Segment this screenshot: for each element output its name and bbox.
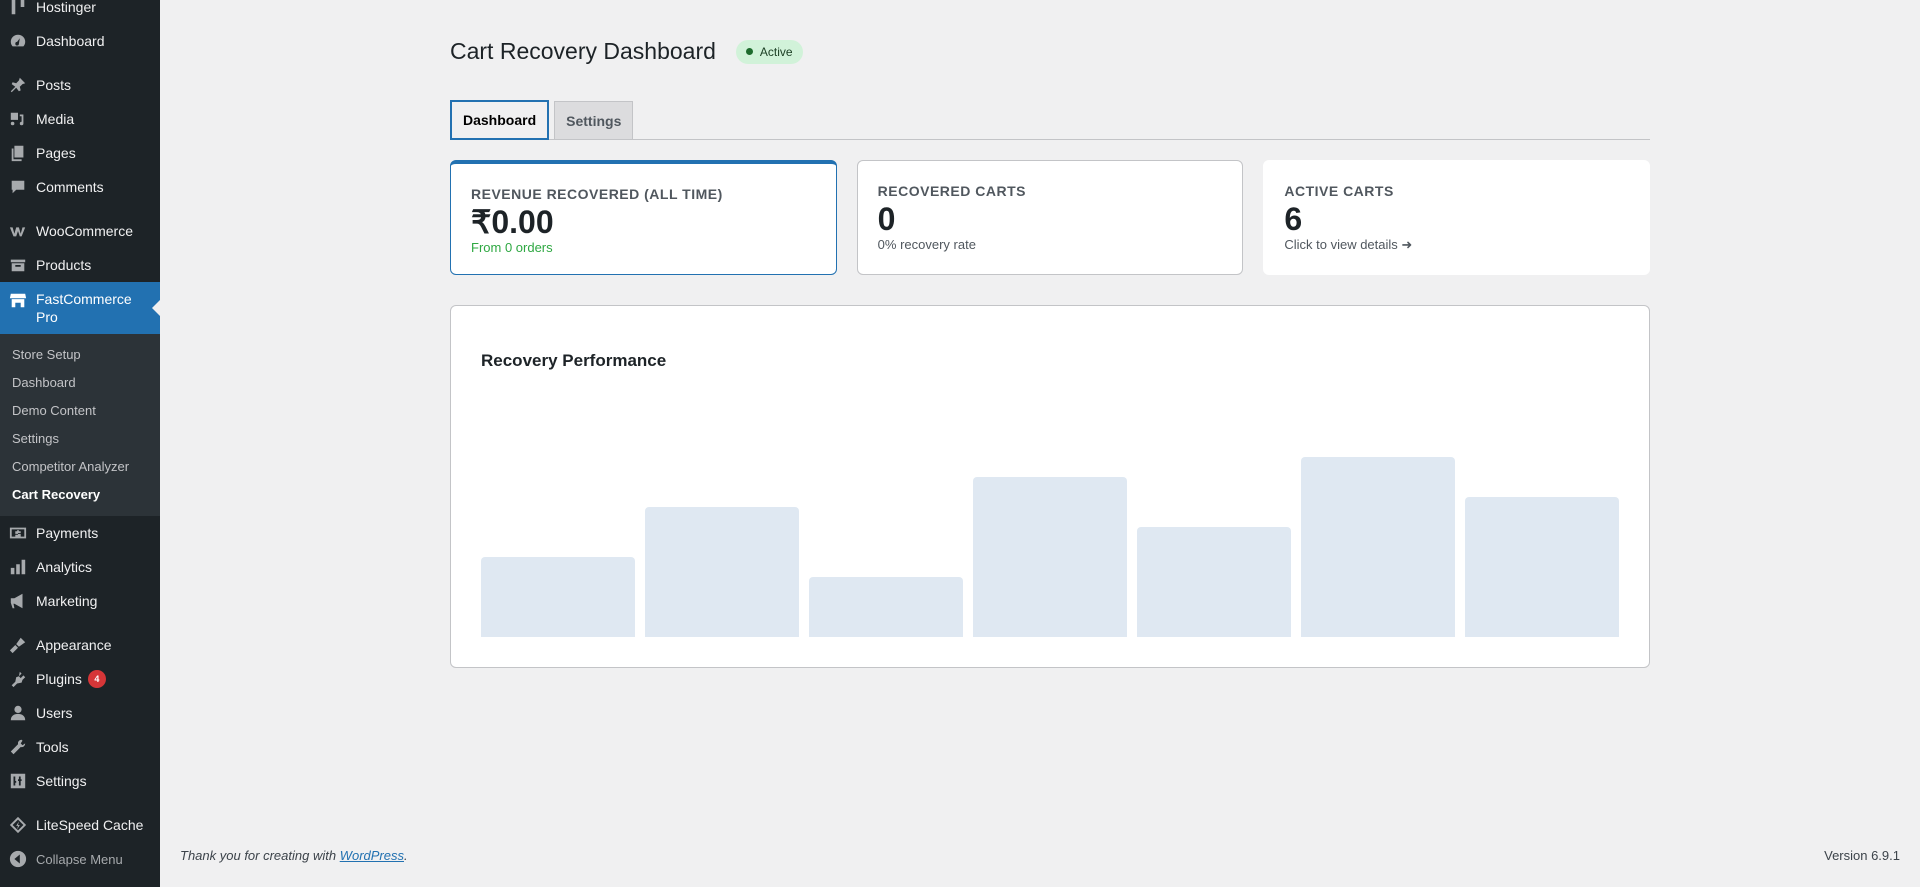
card-label: ACTIVE CARTS [1284,183,1394,199]
sidebar-item-woocommerce[interactable]: WooCommerce [0,214,160,248]
version-label: Version 6.9.1 [1824,848,1900,863]
bar-chart-icon [8,557,28,577]
submenu-dashboard[interactable]: Dashboard [12,375,76,390]
sidebar-item-appearance[interactable]: Appearance [0,628,160,662]
card-subtext: From 0 orders [471,240,553,255]
collapse-menu-button[interactable]: Collapse Menu [0,842,160,876]
card-value: 6 [1284,201,1303,237]
menu-separator [0,58,160,68]
submenu-demo-content[interactable]: Demo Content [12,403,96,418]
sidebar-item-tools[interactable]: Tools [0,730,160,764]
chart-bar [973,477,1127,637]
plugins-update-badge: 4 [87,670,106,688]
pin-icon [8,75,28,95]
chart-bar [1301,457,1455,637]
menu-separator [0,204,160,214]
sidebar-item-comments[interactable]: Comments [0,170,160,204]
status-label: Active [759,44,793,59]
card-value: 0 [877,201,896,237]
page-header: Cart Recovery Dashboard Active [450,38,803,65]
brush-icon [8,635,28,655]
submenu-cart-recovery[interactable]: Cart Recovery [12,487,101,502]
chart-bar [481,557,635,637]
active-carts-card[interactable]: ACTIVE CARTS 6 Click to view details ➜ [1263,160,1651,275]
submenu-settings[interactable]: Settings [12,431,59,446]
submenu-competitor-analyzer[interactable]: Competitor Analyzer [12,459,130,474]
card-label: REVENUE RECOVERED (ALL TIME) [471,186,723,202]
chart-bar [645,507,799,637]
menu-separator [0,798,160,808]
sidebar-item-marketing[interactable]: Marketing [0,584,160,618]
revenue-recovered-card[interactable]: REVENUE RECOVERED (ALL TIME) ₹0.00 From … [450,160,837,275]
sidebar-item-users[interactable]: Users [0,696,160,730]
media-icon [8,109,28,129]
menu-separator [0,618,160,628]
view-details-link[interactable]: Click to view details ➜ [1284,237,1413,252]
plug-icon [8,669,28,689]
sidebar-item-plugins[interactable]: Plugins 4 [0,662,160,696]
sidebar-item-analytics[interactable]: Analytics [0,550,160,584]
status-badge: Active [735,39,803,64]
tab-settings[interactable]: Settings [554,101,634,139]
dashboard-icon [8,31,28,51]
recovered-carts-card[interactable]: RECOVERED CARTS 0 0% recovery rate [856,160,1244,275]
chart-bar [1137,527,1291,637]
sliders-icon [8,771,28,791]
page-title: Cart Recovery Dashboard [450,38,716,64]
collapse-icon [8,849,28,869]
pages-icon [8,143,28,163]
chart-bar [1465,497,1619,637]
chart-bar [809,577,963,637]
sidebar-item-settings[interactable]: Settings [0,764,160,798]
sidebar-item-payments[interactable]: Payments [0,516,160,550]
archive-icon [8,255,28,275]
footer-credit: Thank you for creating with WordPress. [180,848,408,863]
sidebar-item-fastcommerce-pro[interactable]: FastCommerce Pro [0,282,160,334]
card-value: ₹0.00 [471,204,554,240]
comment-icon [8,177,28,197]
submenu-store-setup[interactable]: Store Setup [12,347,81,362]
sidebar-item-pages[interactable]: Pages [0,136,160,170]
tab-dashboard[interactable]: Dashboard [450,100,550,140]
store-icon [8,290,28,310]
recovery-performance-chart: Recovery Performance [450,305,1650,668]
sidebar-item-products[interactable]: Products [0,248,160,282]
sidebar-item-litespeed-cache[interactable]: LiteSpeed Cache [0,808,160,842]
wrench-icon [8,737,28,757]
card-subtext: 0% recovery rate [877,237,976,252]
dollar-icon [8,523,28,543]
woocommerce-icon [8,221,28,241]
sidebar-item-posts[interactable]: Posts [0,68,160,102]
chart-bars [481,437,1619,637]
user-icon [8,703,28,723]
main-content: Cart Recovery Dashboard Active Dashboard… [160,0,1920,887]
admin-sidebar: Hostinger Dashboard Posts Media Pages Co… [0,0,160,887]
tab-bar: Dashboard Settings [450,100,1650,140]
megaphone-icon [8,591,28,611]
wordpress-link[interactable]: WordPress [339,848,404,863]
fastcommerce-submenu: Store Setup Dashboard Demo Content Setti… [0,334,160,516]
sidebar-item-media[interactable]: Media [0,102,160,136]
stat-cards: REVENUE RECOVERED (ALL TIME) ₹0.00 From … [450,160,1651,275]
hostinger-icon [8,0,28,17]
status-dot-icon [745,48,753,55]
chart-title: Recovery Performance [481,351,667,370]
litespeed-icon [8,815,28,835]
card-label: RECOVERED CARTS [877,183,1026,199]
sidebar-item-dashboard[interactable]: Dashboard [0,24,160,58]
sidebar-item-hostinger[interactable]: Hostinger [0,0,160,24]
